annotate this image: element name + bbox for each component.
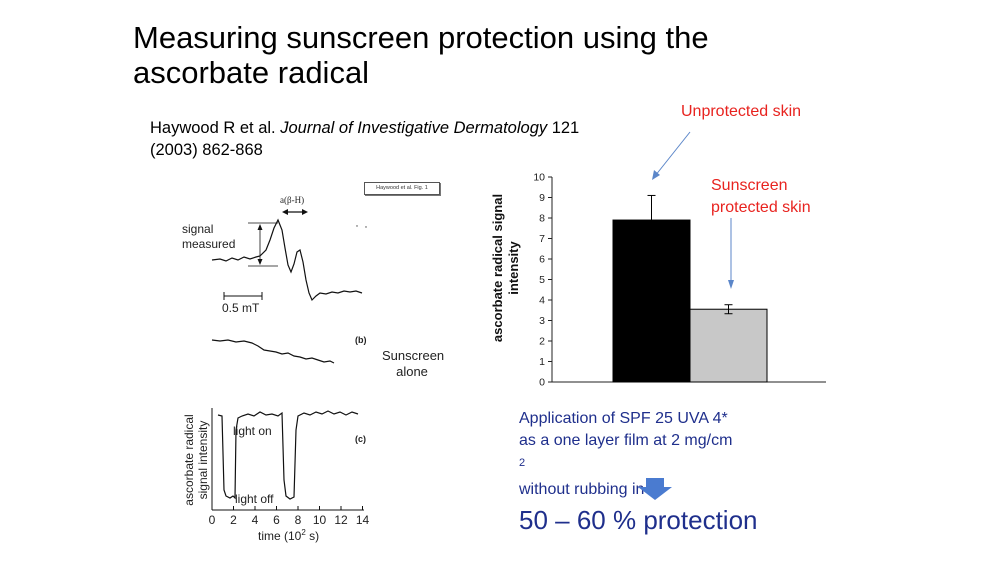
xlabel-end: s) bbox=[305, 529, 320, 543]
epr-x-tick-label: 2 bbox=[230, 513, 237, 527]
application-line-1: Application of SPF 25 UVA 4* bbox=[519, 410, 728, 427]
panel-b-label: (b) bbox=[355, 335, 367, 345]
sunscreen-annot-line-2: protected skin bbox=[711, 199, 811, 216]
citation-authors: Haywood R et al. bbox=[150, 119, 281, 137]
bar-unprotected bbox=[612, 219, 691, 383]
bar-ylabel-line-2: intensity bbox=[506, 241, 521, 295]
epr-trace-c bbox=[217, 410, 359, 500]
epr-ylabel-line-1: ascorbate radical bbox=[182, 414, 196, 506]
annotation-arrows bbox=[652, 131, 734, 289]
epr-x-tick-label: 0 bbox=[208, 513, 216, 527]
bar-y-tick-label: 9 bbox=[539, 192, 545, 204]
sunscreen-annot-line-1: Sunscreen bbox=[711, 177, 788, 194]
protection-result: 50 – 60 % protection bbox=[519, 505, 758, 535]
light-off-label: light off bbox=[235, 492, 274, 506]
light-on-label: light on bbox=[233, 424, 272, 438]
title-line-2: ascorbate radical bbox=[133, 55, 370, 90]
epr-x-tick-label: 4 bbox=[251, 513, 259, 527]
unprotected-skin-annotation: Unprotected skin bbox=[681, 103, 802, 120]
bar-y-tick-label: 0 bbox=[539, 377, 545, 389]
epr-c-x-ticks bbox=[211, 506, 363, 510]
citation-pages: (2003) 862-868 bbox=[150, 141, 263, 159]
figure-tag: Haywood et al. Fig. 1 bbox=[364, 182, 440, 195]
bar-y-tick-label: 4 bbox=[539, 295, 545, 307]
sunscreen-alone-label: Sunscreen alone bbox=[382, 348, 445, 380]
unprotected-arrow bbox=[654, 131, 691, 177]
unprotected-arrowhead bbox=[652, 170, 660, 180]
application-text: Application of SPF 25 UVA 4* as a one la… bbox=[519, 408, 732, 501]
epr-c-xlabel: time (102 s) bbox=[258, 528, 319, 543]
epr-trace-a bbox=[211, 218, 363, 302]
xlabel-text: time (10 bbox=[258, 529, 302, 543]
bar-chart-ylabel: ascorbate radical signal intensity bbox=[490, 173, 522, 363]
title-line-1: Measuring sunscreen protection using the bbox=[133, 20, 709, 55]
citation-journal: Journal of Investigative Dermatology bbox=[280, 119, 548, 137]
epr-x-tick-label: 14 bbox=[355, 513, 370, 527]
signal-measured-label: signal measured bbox=[182, 222, 235, 252]
bar-y-tick-label: 3 bbox=[539, 315, 545, 327]
slide-title: Measuring sunscreen protection using the… bbox=[133, 20, 833, 90]
down-arrow-icon bbox=[638, 478, 672, 500]
bar-chart: 0 1 2 3 4 5 6 7 8 9 10 bbox=[533, 172, 826, 389]
application-line-2: as a one layer film at 2 mg/cm 2 bbox=[519, 430, 732, 479]
signal-measured-line-2: measured bbox=[182, 237, 236, 251]
epr-c-ylabel: ascorbate radical signal intensity bbox=[182, 390, 210, 530]
epr-trace-b bbox=[211, 339, 335, 364]
citation: Haywood R et al. Journal of Investigativ… bbox=[150, 117, 650, 161]
epr-figure bbox=[211, 209, 367, 511]
epr-x-tick-label: 8 bbox=[294, 513, 302, 527]
bar-ylabel-line-1: ascorbate radical signal bbox=[490, 193, 505, 343]
application-line-2-text: as a one layer film at 2 mg/cm bbox=[519, 432, 733, 449]
signal-measured-line-1: signal bbox=[182, 222, 214, 236]
sunscreen-alone-line-1: Sunscreen bbox=[382, 348, 445, 363]
sunscreen-protected-annotation: Sunscreen protected skin bbox=[711, 175, 811, 219]
bar-sunscreen bbox=[689, 308, 768, 383]
bar-y-tick-label: 10 bbox=[533, 172, 545, 184]
application-line-3: without rubbing in bbox=[519, 481, 645, 499]
sunscreen-alone-line-2: alone bbox=[396, 364, 428, 379]
epr-x-tick-label: 6 bbox=[273, 513, 280, 527]
panel-c-label: (c) bbox=[355, 434, 366, 444]
application-line-2-sup: 2 bbox=[519, 457, 526, 469]
sunscreen-arrowhead bbox=[728, 280, 734, 289]
epr-x-tick-label: 12 bbox=[334, 513, 348, 527]
epr-ylabel-line-2: signal intensity bbox=[196, 420, 210, 500]
bar-y-tick-label: 6 bbox=[539, 254, 545, 266]
alpha-beta-h-label: a(β-H) bbox=[280, 195, 305, 205]
bar-y-tick-label: 8 bbox=[539, 213, 545, 225]
bar-y-tick-label: 1 bbox=[539, 356, 545, 368]
bar-y-tick-label: 7 bbox=[539, 233, 545, 245]
citation-volume: 121 bbox=[547, 119, 580, 137]
epr-x-tick-label: 10 bbox=[312, 513, 327, 527]
scale-bar-label: 0.5 mT bbox=[222, 301, 260, 315]
bar-y-tick-label: 5 bbox=[539, 274, 545, 286]
bar-y-tick-label: 2 bbox=[539, 336, 545, 348]
xlabel-sup: 2 bbox=[301, 528, 306, 537]
